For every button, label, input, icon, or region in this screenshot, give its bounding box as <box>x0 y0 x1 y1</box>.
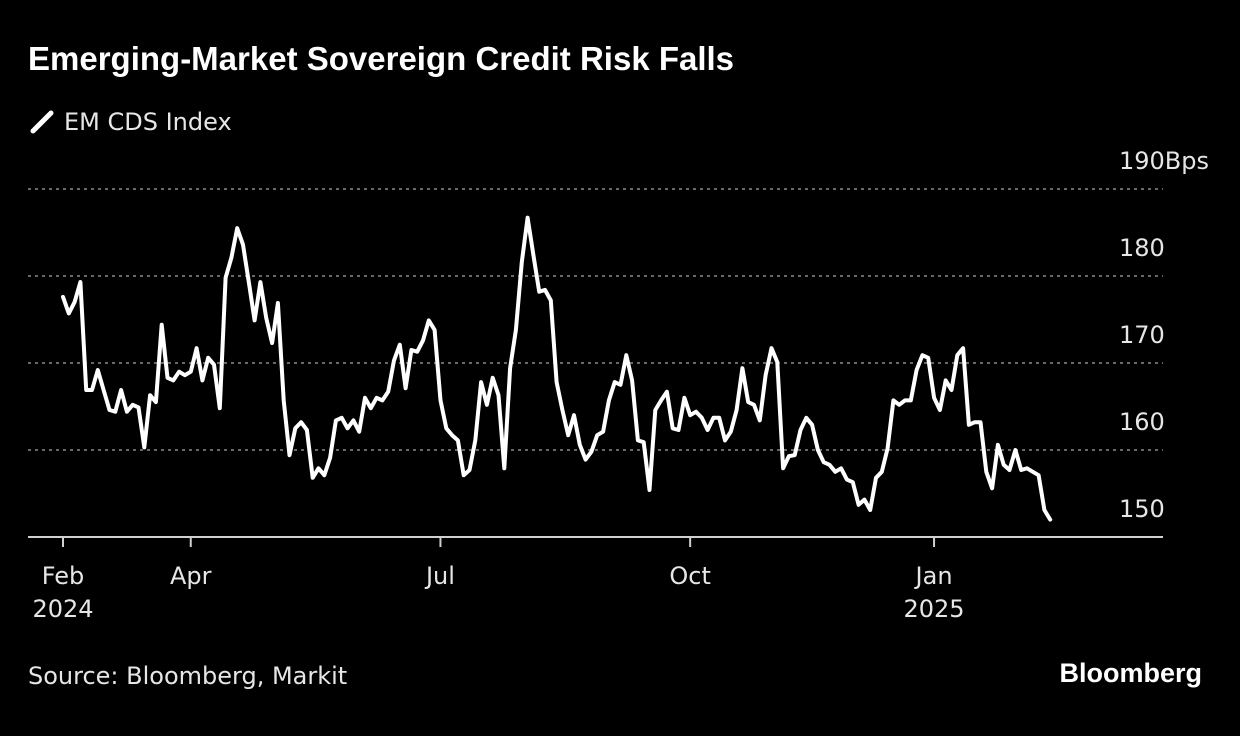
x-tick-label: Apr <box>169 562 212 590</box>
y-tick-label: 160 <box>1119 408 1165 436</box>
y-tick-label: 190Bps <box>1119 147 1209 175</box>
y-tick-label: 150 <box>1119 495 1165 523</box>
legend-label: EM CDS Index <box>64 108 232 136</box>
brand: Bloomberg <box>1059 658 1202 688</box>
series-line <box>61 215 1053 522</box>
x-tick-label: Oct <box>669 562 711 590</box>
y-tick-label: 180 <box>1119 234 1165 262</box>
y-tick-label: 170 <box>1119 321 1165 349</box>
x-tick-label: Feb 2024 <box>32 562 94 623</box>
legend-swatch <box>30 110 54 134</box>
source: Source: Bloomberg, Markit <box>28 662 348 690</box>
legend: EM CDS Index <box>30 108 232 136</box>
x-tick-label: Jan 2025 <box>903 562 965 623</box>
chart-title: Emerging-Market Sovereign Credit Risk Fa… <box>28 40 735 77</box>
x-tick-label: Jul <box>425 562 455 590</box>
